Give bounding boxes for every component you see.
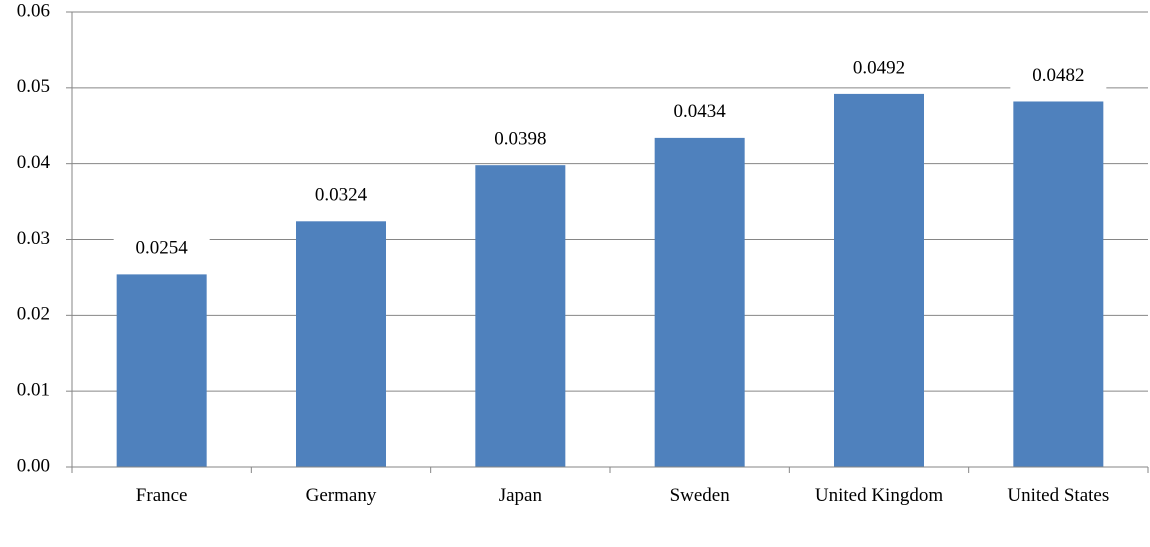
y-tick-label: 0.04 — [17, 152, 51, 173]
bar — [1013, 101, 1104, 467]
y-tick-label: 0.03 — [17, 228, 50, 249]
x-tick-label: Sweden — [669, 485, 730, 506]
y-tick-label: 0.00 — [17, 455, 50, 476]
value-label-bg — [831, 54, 927, 83]
value-label: 0.0492 — [853, 57, 905, 78]
value-label-bg — [113, 235, 210, 264]
y-tick-label: 0.06 — [17, 0, 50, 21]
x-tick-label: France — [135, 485, 188, 506]
bar — [475, 165, 566, 467]
x-tick-label: Germany — [305, 485, 377, 506]
x-tick-label: United Kingdom — [814, 485, 944, 506]
y-tick-label: 0.02 — [17, 304, 50, 325]
bar — [654, 137, 745, 467]
value-label: 0.0324 — [315, 185, 368, 206]
value-label: 0.0254 — [136, 238, 189, 259]
x-tick-label: Japan — [498, 485, 542, 506]
y-tick-label: 0.01 — [17, 380, 50, 401]
bar — [296, 221, 386, 467]
value-label-bg — [651, 98, 748, 127]
x-tick-label: United States — [1007, 485, 1110, 506]
value-label-bg — [293, 182, 389, 211]
value-label: 0.0482 — [1032, 65, 1084, 86]
y-tick-label: 0.05 — [17, 76, 50, 97]
value-label-bg — [472, 126, 569, 155]
value-label: 0.0398 — [494, 129, 546, 150]
value-label-bg — [1010, 62, 1107, 91]
bar — [834, 93, 924, 468]
bar — [116, 274, 207, 467]
value-label: 0.0434 — [674, 101, 727, 122]
